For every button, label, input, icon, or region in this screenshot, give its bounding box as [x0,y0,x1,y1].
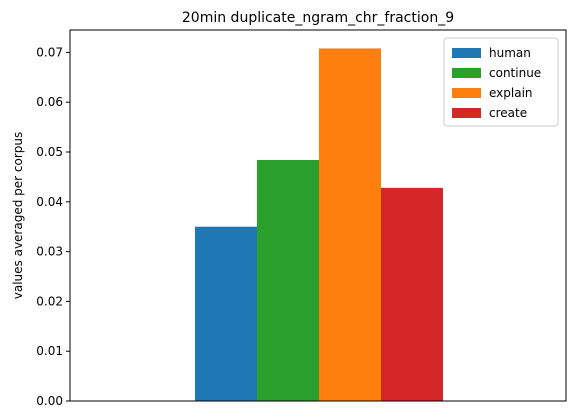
legend-label-continue: continue [489,66,541,80]
y-tick-label: 0.01 [36,344,63,358]
y-axis: 0.00 0.01 0.02 0.03 0.04 0.05 0.06 0.07 [36,45,70,408]
legend-label-create: create [489,106,527,120]
legend-swatch-explain [452,88,481,98]
bar-explain [319,48,381,401]
y-tick-label: 0.02 [36,294,63,308]
bar-continue [257,159,319,401]
plot-frame [69,29,567,402]
chart-title: 20min duplicate_ngram_chr_fraction_9 [182,10,454,26]
y-tick-label: 0.04 [36,195,63,209]
y-tick-label: 0.05 [36,145,63,159]
y-tick-label: 0.07 [36,45,63,59]
legend-swatch-create [452,108,481,118]
bar-human [195,226,257,401]
legend-frame [443,37,559,127]
legend-label-human: human [489,46,531,60]
y-tick-label: 0.00 [36,394,63,408]
y-tick-label: 0.03 [36,245,63,259]
legend-swatch-human [452,48,481,58]
legend: human continue explain create [443,37,559,127]
y-axis-label: values averaged per corpus [11,132,25,300]
bar-create [381,187,443,401]
y-tick-label: 0.06 [36,95,63,109]
bars [195,48,443,401]
legend-swatch-continue [452,68,481,78]
legend-label-explain: explain [489,86,533,100]
